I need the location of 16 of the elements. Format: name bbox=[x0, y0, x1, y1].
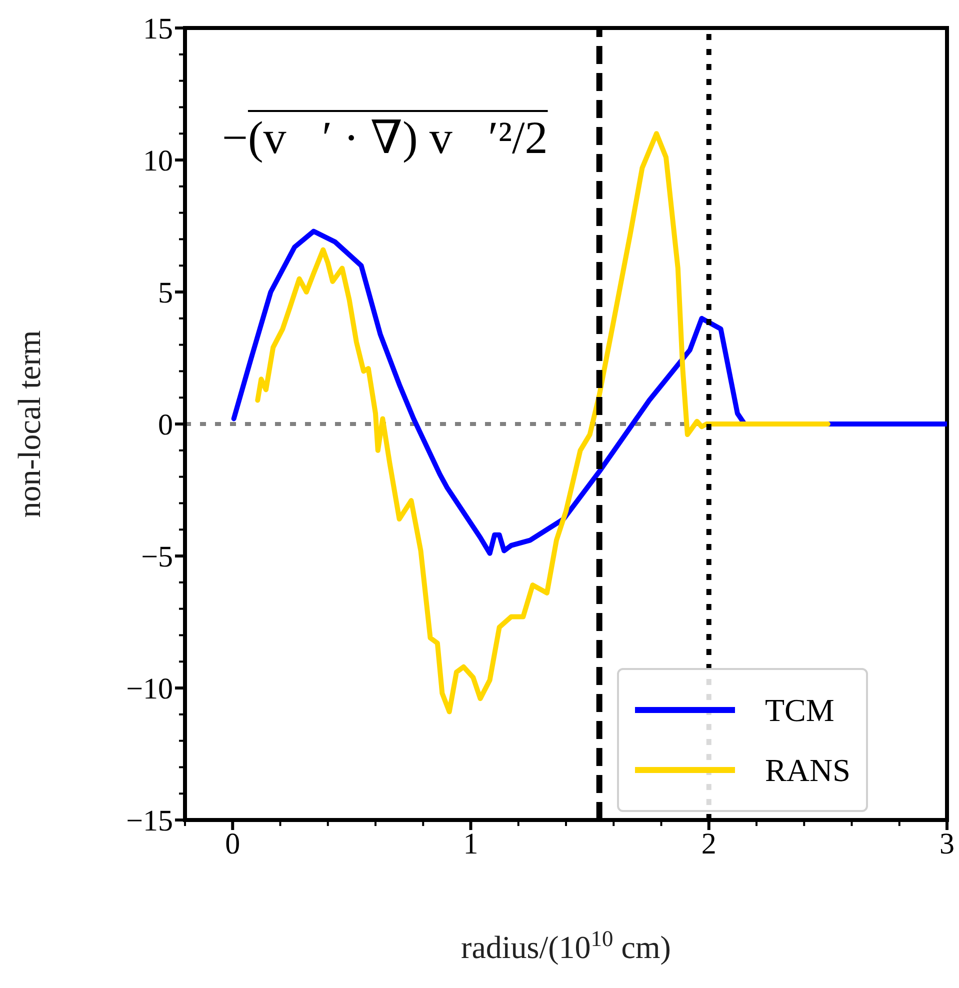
y-tick-label: −10 bbox=[126, 672, 173, 706]
legend-label: TCM bbox=[765, 692, 834, 728]
x-tick-label: 2 bbox=[701, 827, 716, 860]
y-tick-label: 0 bbox=[158, 408, 173, 442]
y-tick-label: 15 bbox=[143, 12, 173, 46]
y-tick-label: 5 bbox=[158, 276, 173, 310]
x-tick-label: 0 bbox=[225, 827, 240, 860]
y-tick-label: −5 bbox=[141, 540, 173, 574]
x-tick-label: 1 bbox=[463, 827, 478, 860]
annotation: −(v⃗′ · ∇) v⃗′²/2 bbox=[222, 111, 548, 164]
x-axis-title: radius/(10$^{10}$ cm) bbox=[461, 926, 671, 965]
x-tick-label: 3 bbox=[940, 827, 954, 860]
legend-label: RANS bbox=[765, 752, 850, 788]
y-axis-title: non-local term bbox=[11, 330, 47, 518]
y-tick-label: −15 bbox=[126, 804, 173, 838]
y-tick-label: 10 bbox=[143, 144, 173, 178]
